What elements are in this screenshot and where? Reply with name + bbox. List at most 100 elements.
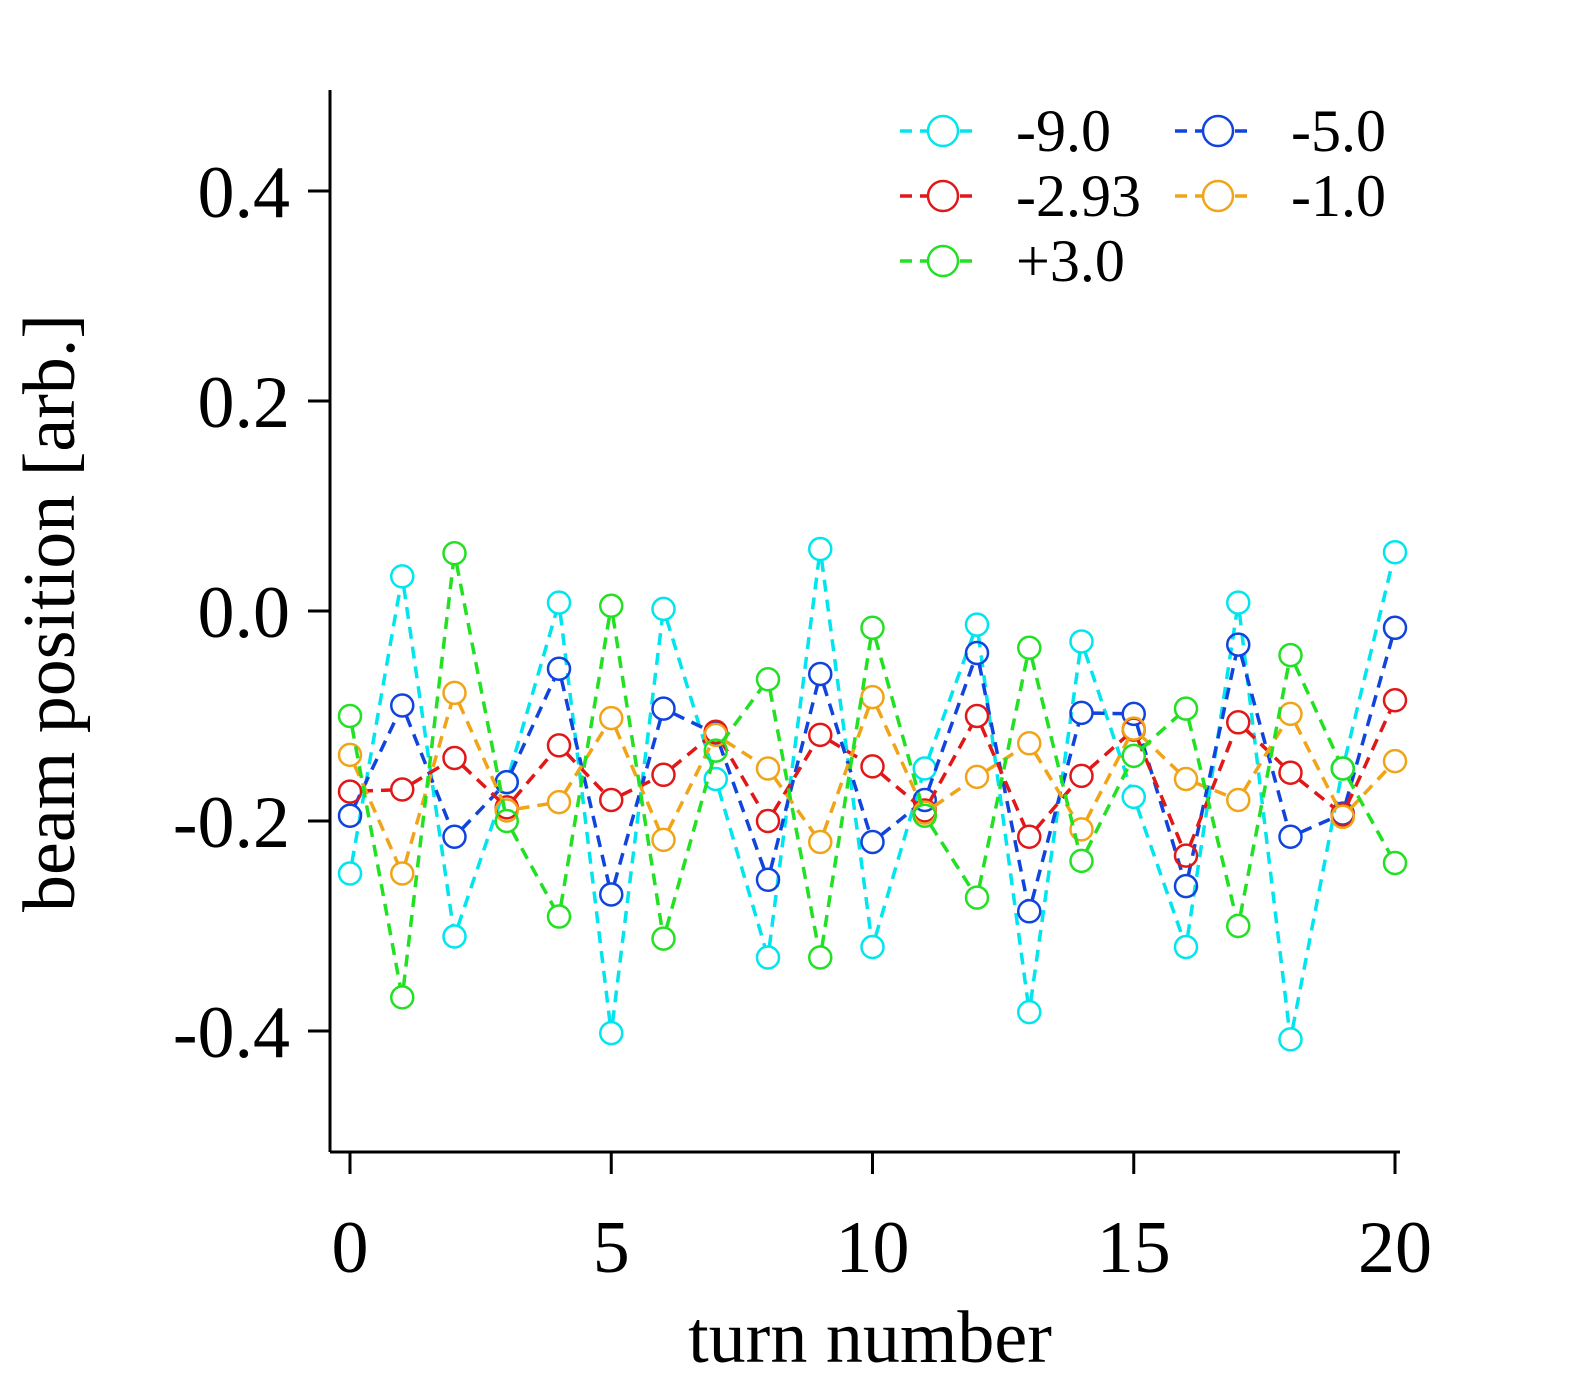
data-point bbox=[1278, 1027, 1303, 1052]
series-line-segment bbox=[517, 802, 549, 811]
x-tick-label: 20 bbox=[1358, 1207, 1432, 1289]
series-line-segment bbox=[873, 637, 924, 806]
data-point bbox=[651, 596, 676, 622]
series-line-segment bbox=[985, 747, 1021, 773]
data-point bbox=[964, 764, 990, 790]
data-point bbox=[390, 985, 415, 1010]
series-line-segment bbox=[509, 678, 556, 773]
series-line-segment bbox=[821, 683, 871, 833]
data-point bbox=[546, 904, 572, 929]
series-line-segment bbox=[720, 687, 763, 743]
data-point bbox=[337, 779, 363, 804]
series-line-segment bbox=[873, 778, 924, 937]
series-line-segment bbox=[1345, 709, 1393, 806]
data-point bbox=[651, 926, 676, 951]
data-point bbox=[1226, 590, 1251, 615]
y-tick-label: 0.4 bbox=[198, 152, 291, 234]
data-point bbox=[755, 808, 781, 834]
y-tick-label: -0.2 bbox=[173, 782, 290, 864]
series-line-segment bbox=[822, 706, 871, 833]
series-line-segment bbox=[768, 689, 820, 948]
data-point bbox=[808, 661, 833, 687]
series-3 bbox=[337, 680, 1408, 886]
data-point bbox=[1069, 817, 1094, 842]
data-point bbox=[1382, 539, 1408, 565]
series-line-segment bbox=[1186, 718, 1238, 916]
series-line-segment bbox=[1297, 778, 1336, 810]
series-line-segment bbox=[1088, 735, 1127, 770]
x-tick-label: 5 bbox=[593, 1207, 630, 1289]
legend-label: -5.0 bbox=[1291, 98, 1386, 164]
data-point bbox=[808, 722, 833, 748]
axes: -0.4 -0.2 0.0 0.2 0.4 0 5 10 15 20 bbox=[173, 90, 1432, 1289]
data-point bbox=[808, 536, 833, 562]
data-point bbox=[651, 762, 676, 788]
series-line-segment bbox=[666, 743, 713, 831]
series-line-segment bbox=[1346, 777, 1392, 855]
data-point bbox=[1017, 999, 1042, 1025]
legend-marker bbox=[926, 114, 960, 148]
data-point bbox=[599, 787, 624, 813]
data-point bbox=[1226, 787, 1251, 813]
series-line-segment bbox=[1085, 737, 1131, 821]
series-line-segment bbox=[1135, 806, 1185, 938]
series-line-segment bbox=[559, 679, 611, 885]
legend-marker bbox=[926, 179, 960, 213]
series-line-segment bbox=[977, 663, 1029, 901]
data-point bbox=[703, 766, 728, 792]
data-point bbox=[599, 593, 624, 618]
data-point bbox=[337, 703, 363, 729]
y-tick-label: 0.2 bbox=[198, 362, 291, 444]
series-1 bbox=[337, 615, 1408, 924]
data-point bbox=[1330, 756, 1355, 781]
series-line-segment bbox=[926, 662, 975, 791]
legend-label: -1.0 bbox=[1291, 163, 1386, 229]
data-point bbox=[442, 745, 467, 771]
series-line-segment bbox=[665, 618, 715, 769]
data-point bbox=[703, 738, 728, 763]
data-point bbox=[390, 564, 415, 589]
data-point bbox=[1017, 635, 1042, 660]
series-line-segment bbox=[350, 726, 402, 987]
data-point bbox=[755, 867, 781, 893]
series-line-segment bbox=[1186, 654, 1238, 876]
data-point bbox=[1017, 899, 1042, 924]
legend-label: -2.93 bbox=[1016, 163, 1141, 229]
data-point bbox=[494, 798, 519, 823]
series-line-segment bbox=[1035, 783, 1076, 830]
series-line-segment bbox=[352, 764, 400, 865]
data-point bbox=[755, 667, 781, 692]
data-point bbox=[442, 541, 467, 566]
series-line-segment bbox=[664, 760, 715, 929]
data-point bbox=[808, 829, 833, 855]
series-line-segment bbox=[717, 789, 767, 948]
data-point bbox=[546, 656, 572, 681]
data-point bbox=[1173, 873, 1199, 899]
series-line-segment bbox=[772, 776, 816, 835]
data-point bbox=[390, 777, 415, 802]
data-point bbox=[912, 803, 937, 828]
series-line-segment bbox=[724, 739, 760, 765]
series-line-segment bbox=[1140, 714, 1180, 750]
series-line-segment bbox=[929, 824, 973, 890]
series-line-segment bbox=[879, 805, 918, 837]
series-line-segment bbox=[610, 619, 664, 1023]
series-2 bbox=[337, 688, 1408, 868]
data-point bbox=[1121, 784, 1146, 810]
data-point bbox=[755, 945, 781, 970]
series-line-segment bbox=[719, 740, 764, 813]
data-point bbox=[1382, 748, 1408, 774]
series-line-segment bbox=[1349, 767, 1389, 810]
legend-marker bbox=[1201, 114, 1235, 148]
series-line-segment bbox=[828, 739, 864, 763]
data-point bbox=[546, 733, 572, 758]
data-point bbox=[1278, 760, 1303, 785]
data-point bbox=[1069, 700, 1094, 726]
data-point bbox=[964, 640, 990, 666]
series-line-segment bbox=[772, 743, 817, 813]
series-line-segment bbox=[769, 684, 820, 870]
legend: -9.0 -5.0 -2.93 -1.0 +3.0 bbox=[900, 98, 1386, 294]
data-point bbox=[1069, 763, 1094, 789]
data-point bbox=[860, 684, 885, 710]
